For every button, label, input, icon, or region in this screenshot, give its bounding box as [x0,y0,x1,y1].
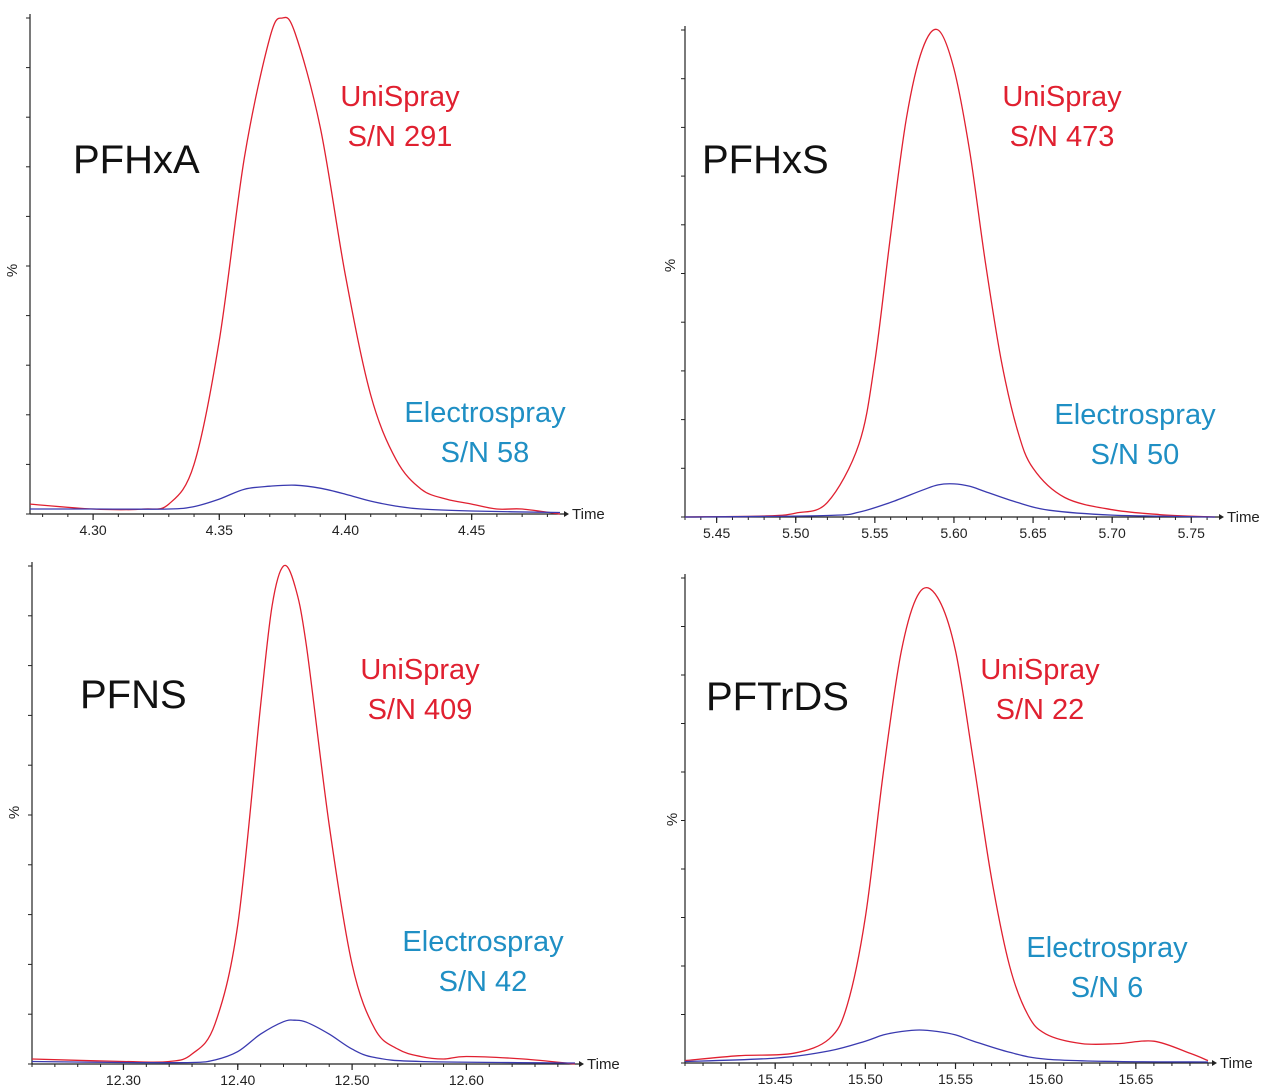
electrospray-label: Electrospray S/N 42 [383,922,583,1002]
chart-panel-pfhxs: Time 5.45 5.50 5.55 5.60 5.65 5.70 5.75 % PFHxS… [640,0,1267,545]
x-axis-label: Time [1227,509,1260,526]
x-tick-label: 15.45 [758,1071,793,1087]
y-axis-label: % [664,812,682,827]
unispray-label: UniSpray S/N 22 [970,650,1110,730]
x-tick-label: 4.35 [206,522,233,538]
compound-title: PFTrDS [706,675,849,719]
x-tick-label: 5.45 [703,525,730,541]
electrospray-name: Electrospray [402,926,564,958]
unispray-sn: S/N 473 [1009,121,1115,153]
x-axis-arrow [1219,514,1224,520]
unispray-name: UniSpray [340,81,460,113]
x-tick-label: 4.30 [79,522,106,538]
x-axis-label: Time [587,1056,620,1073]
unispray-sn: S/N 409 [367,694,473,726]
x-axis-arrow [579,1061,584,1067]
unispray-trace [684,587,1209,1062]
x-tick-label: 12.60 [449,1072,484,1088]
electrospray-name: Electrospray [404,397,566,429]
x-tick-label: 4.40 [332,522,359,538]
x-tick-label: 5.75 [1178,525,1205,541]
x-tick-label: 15.50 [848,1071,883,1087]
x-tick-label: 12.30 [106,1072,141,1088]
electrospray-sn: S/N 6 [1070,972,1144,1004]
electrospray-trace [684,483,1216,518]
electrospray-label: Electrospray S/N 50 [1035,395,1235,475]
chart-svg-pfhxa: Time 4.30 4.35 4.40 4.45 [26,14,605,538]
x-axis-arrow [564,511,569,517]
electrospray-sn: S/N 58 [440,437,530,469]
x-tick-label: 15.55 [938,1071,973,1087]
x-tick-label: 4.45 [458,522,485,538]
electrospray-sn: S/N 50 [1090,439,1180,471]
chart-panel-pfhxa: Time 4.30 4.35 4.40 4.45 % PFHxA UniSpray S/… [0,0,630,545]
electrospray-trace [29,484,561,514]
x-tick-label: 15.60 [1028,1071,1063,1087]
y-axis-label: % [662,258,680,273]
y-axis-label: % [6,805,24,820]
x-tick-label: 5.65 [1019,525,1046,541]
chart-svg-pftrds: Time 15.45 15.50 15.55 15.60 15.65 [681,574,1253,1087]
unispray-name: UniSpray [980,654,1100,686]
unispray-trace [31,564,576,1065]
x-axis-arrow [1212,1060,1217,1066]
chart-panel-pftrds: Time 15.45 15.50 15.55 15.60 15.65 % PFTrDS U… [640,548,1267,1091]
electrospray-label: Electrospray S/N 58 [385,393,585,473]
electrospray-label: Electrospray S/N 6 [1007,928,1207,1008]
unispray-label: UniSpray S/N 291 [330,77,470,157]
x-tick-label: 12.40 [220,1072,255,1088]
x-axis-label: Time [1220,1055,1253,1072]
x-tick-label: 5.50 [782,525,809,541]
x-tick-label: 5.60 [940,525,967,541]
unispray-name: UniSpray [1002,81,1122,113]
unispray-sn: S/N 22 [995,694,1085,726]
x-tick-label: 5.70 [1099,525,1126,541]
electrospray-name: Electrospray [1054,399,1216,431]
chart-svg-pfns: Time 12.30 12.40 12.50 12.60 [28,562,620,1088]
compound-title: PFHxA [73,138,200,182]
electrospray-name: Electrospray [1026,932,1188,964]
unispray-name: UniSpray [360,654,480,686]
unispray-label: UniSpray S/N 409 [350,650,490,730]
x-tick-label: 15.65 [1118,1071,1153,1087]
x-tick-label: 12.50 [335,1072,370,1088]
chart-panel-pfns: Time 12.30 12.40 12.50 12.60 % PFNS UniSpray… [0,548,630,1091]
unispray-trace [684,28,1216,518]
unispray-sn: S/N 291 [347,121,453,153]
chart-svg-pfhxs: Time 5.45 5.50 5.55 5.60 5.65 5.70 5.75 [681,26,1260,541]
electrospray-trace [684,1029,1209,1063]
electrospray-trace [31,1019,576,1064]
compound-title: PFNS [80,673,187,717]
x-axis-label: Time [572,506,605,523]
compound-title: PFHxS [702,138,829,182]
unispray-label: UniSpray S/N 473 [992,77,1132,157]
x-tick-label: 5.55 [861,525,888,541]
y-axis-label: % [4,263,22,278]
electrospray-sn: S/N 42 [438,966,528,998]
unispray-trace [29,16,561,515]
